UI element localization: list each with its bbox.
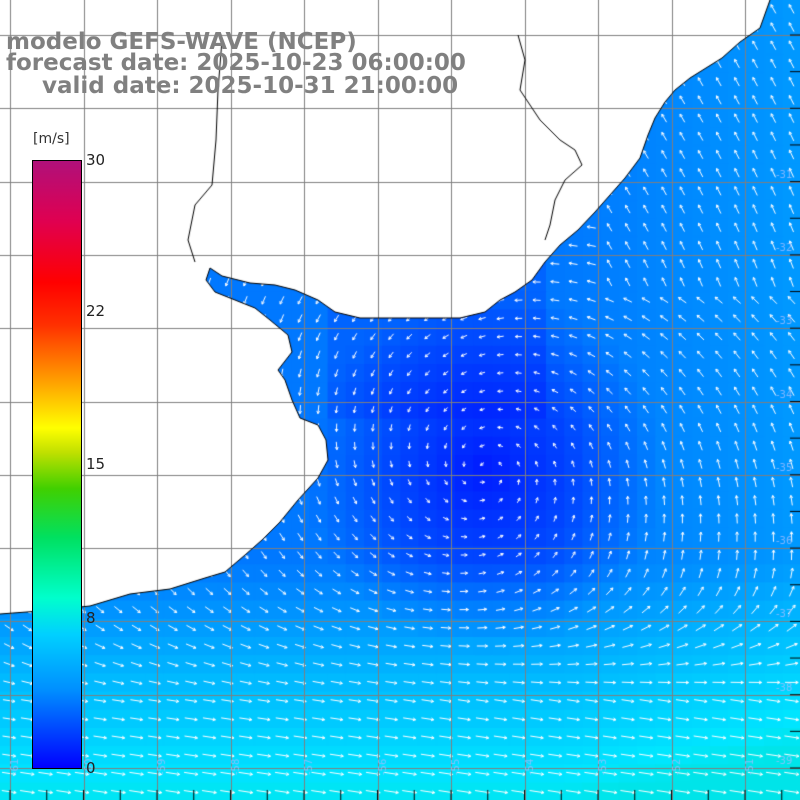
colorbar-tick-0: 0 — [86, 759, 96, 777]
colorbar-tick-15: 15 — [86, 455, 106, 473]
colorbar — [32, 160, 82, 769]
colorbar-tick-30: 30 — [86, 151, 106, 169]
forecast-date: forecast date: 2025-10-23 06:00:00 — [6, 50, 466, 76]
colorbar-unit-label: [m/s] — [33, 131, 70, 147]
valid-date: valid date: 2025-10-31 21:00:00 — [42, 73, 459, 99]
colorbar-tick-22: 22 — [86, 302, 106, 320]
colorbar-tick-8: 8 — [86, 609, 96, 627]
model-title: modelo GEFS-WAVE (NCEP) — [6, 29, 357, 55]
